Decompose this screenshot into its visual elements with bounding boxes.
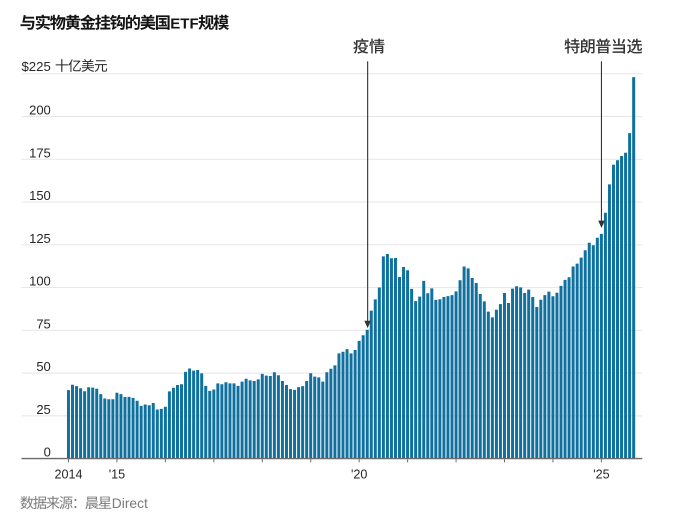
svg-text:'25: '25 (593, 467, 609, 481)
svg-text:0: 0 (44, 445, 51, 460)
svg-text:$225: $225 (21, 59, 50, 74)
svg-text:75: 75 (36, 316, 50, 331)
svg-text:175: 175 (29, 145, 51, 160)
svg-text:Direct: Direct (112, 496, 148, 511)
svg-text:25: 25 (36, 402, 50, 417)
svg-text:150: 150 (29, 188, 51, 203)
svg-text:200: 200 (29, 103, 51, 118)
svg-text:'15: '15 (109, 467, 125, 481)
svg-text:100: 100 (29, 274, 51, 289)
svg-text:2014: 2014 (54, 467, 82, 481)
svg-text:'20: '20 (351, 467, 367, 481)
svg-text:ETF: ETF (170, 16, 198, 33)
svg-text:50: 50 (36, 359, 50, 374)
svg-text:125: 125 (29, 231, 51, 246)
